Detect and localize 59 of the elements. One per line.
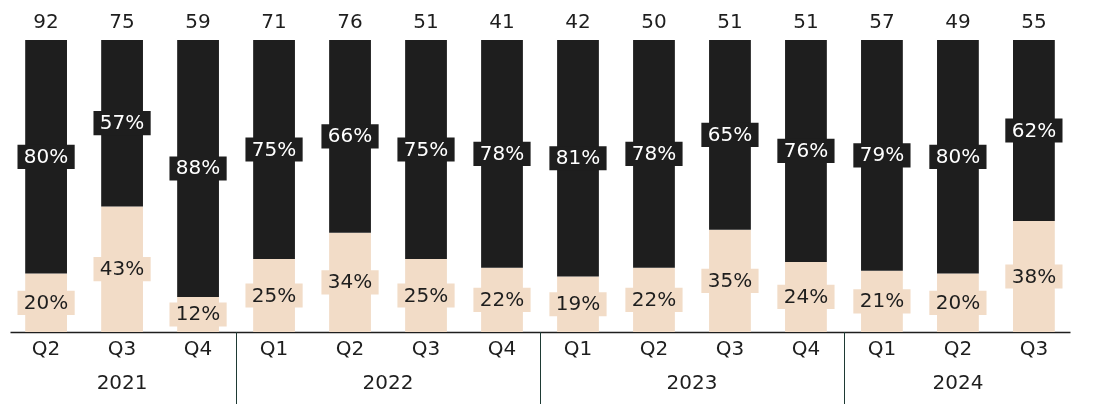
x-tick-label: Q3 [715, 335, 745, 360]
x-tick-label: Q1 [563, 335, 593, 360]
data-label: 78% [631, 140, 677, 165]
x-tick-label: Q2 [639, 335, 669, 360]
data-label: 24% [783, 283, 829, 308]
data-label: 34% [327, 269, 373, 294]
x-tick-label: Q3 [411, 335, 441, 360]
data-label: 65% [707, 121, 753, 146]
x-tick-label: Q1 [867, 335, 897, 360]
data-label: 25% [403, 282, 449, 307]
x-tick-label: Q2 [31, 335, 61, 360]
data-label: 21% [859, 288, 905, 313]
data-label: 43% [99, 256, 145, 281]
text: 57 [869, 9, 895, 33]
x-tick-label: Q1 [259, 335, 289, 360]
text: 76 [337, 9, 363, 33]
text: 75 [109, 9, 135, 33]
data-label: 35% [707, 267, 753, 292]
data-label: 79% [859, 142, 905, 167]
data-label: 19% [555, 291, 601, 316]
text: 42 [565, 9, 591, 33]
text: 55 [1021, 9, 1047, 33]
text: 51 [793, 9, 819, 33]
data-label: 22% [479, 286, 525, 311]
x-tick-label: Q4 [487, 335, 517, 360]
x-tick-label: Q3 [1019, 335, 1049, 360]
x-tick-label: Q3 [107, 335, 137, 360]
data-label: 38% [1011, 263, 1057, 288]
text: 2023 [666, 370, 718, 394]
text: 2024 [932, 370, 984, 394]
text: 51 [717, 9, 743, 33]
text: 50 [641, 9, 667, 33]
text: 2021 [96, 370, 148, 394]
text: 71 [261, 9, 287, 33]
text: 51 [413, 9, 439, 33]
data-label: 25% [251, 282, 297, 307]
data-label: 80% [935, 143, 981, 168]
data-label: 62% [1011, 117, 1057, 142]
data-label: 76% [783, 137, 829, 162]
x-tick-label: Q4 [791, 335, 821, 360]
data-label: 75% [403, 136, 449, 161]
text: 59 [185, 9, 211, 33]
data-label: 88% [175, 155, 221, 180]
data-label: 80% [23, 143, 69, 168]
text: 41 [489, 9, 515, 33]
text: 2022 [362, 370, 414, 394]
data-label: 75% [251, 136, 297, 161]
data-label: 78% [479, 140, 525, 165]
data-label: 20% [23, 289, 69, 314]
data-label: 20% [935, 289, 981, 314]
data-label: 66% [327, 123, 373, 148]
data-label: 57% [99, 110, 145, 135]
data-label: 81% [555, 145, 601, 170]
x-tick-label: Q2 [943, 335, 973, 360]
data-label: 22% [631, 286, 677, 311]
x-tick-label: Q2 [335, 335, 365, 360]
text: 49 [945, 9, 971, 33]
x-tick-label: Q4 [183, 335, 213, 360]
text: 92 [33, 9, 59, 33]
